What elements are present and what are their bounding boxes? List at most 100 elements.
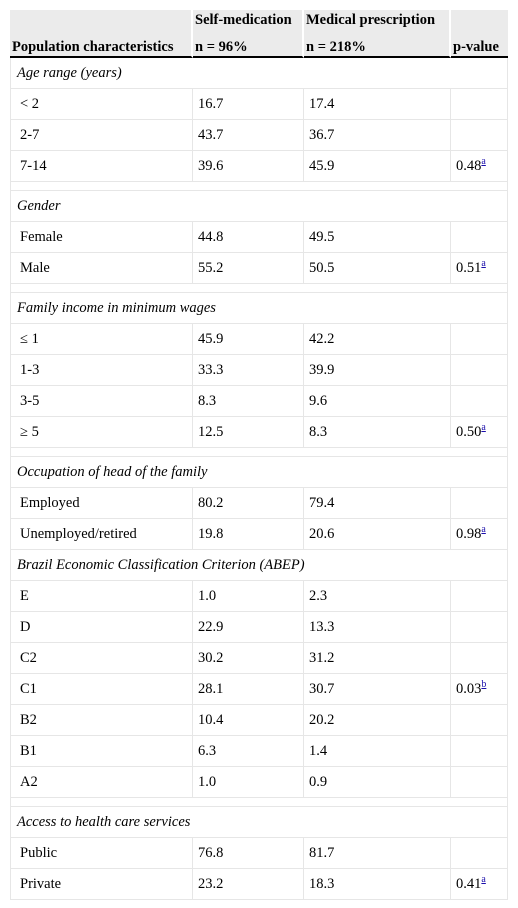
p-value-cell xyxy=(451,324,508,355)
table-row: C2 30.2 31.2 xyxy=(10,643,508,674)
header-empty-cell xyxy=(451,10,508,34)
p-value-cell xyxy=(451,120,508,151)
row-label: 3-5 xyxy=(10,386,193,417)
self-medication-value: 43.7 xyxy=(193,120,304,151)
section-spacer xyxy=(10,284,508,293)
p-value-cell xyxy=(451,488,508,519)
p-value-cell: 0.41a xyxy=(451,869,508,900)
table-row: 3-5 8.3 9.6 xyxy=(10,386,508,417)
self-medication-value: 10.4 xyxy=(193,705,304,736)
spacer-cell xyxy=(10,798,508,807)
row-label: 2-7 xyxy=(10,120,193,151)
header-row-2: Population characteristics n = 96% n = 2… xyxy=(10,34,508,58)
medical-prescription-value: 50.5 xyxy=(304,253,451,284)
table-container: Self-medication Medical prescription Pop… xyxy=(10,10,508,900)
section-title: Access to health care services xyxy=(10,807,508,838)
row-label: C1 xyxy=(10,674,193,705)
medical-prescription-value: 39.9 xyxy=(304,355,451,386)
self-medication-value: 22.9 xyxy=(193,612,304,643)
table-row: D 22.9 13.3 xyxy=(10,612,508,643)
p-value-cell xyxy=(451,612,508,643)
self-medication-value: 1.0 xyxy=(193,767,304,798)
medical-prescription-value: 2.3 xyxy=(304,581,451,612)
section-spacer xyxy=(10,798,508,807)
medical-prescription-value: 42.2 xyxy=(304,324,451,355)
medical-prescription-value: 36.7 xyxy=(304,120,451,151)
row-label: Female xyxy=(10,222,193,253)
header-empty-cell xyxy=(10,10,193,34)
row-label: Employed xyxy=(10,488,193,519)
table-row: A2 1.0 0.9 xyxy=(10,767,508,798)
self-medication-value: 80.2 xyxy=(193,488,304,519)
medical-prescription-value: 18.3 xyxy=(304,869,451,900)
table-body: Age range (years) < 2 16.7 17.4 2-7 43.7 36.7 7… xyxy=(10,58,508,900)
self-medication-value: 28.1 xyxy=(193,674,304,705)
p-value-cell xyxy=(451,838,508,869)
section-title-row: Access to health care services xyxy=(10,807,508,838)
medical-prescription-value: 45.9 xyxy=(304,151,451,182)
section-title: Gender xyxy=(10,191,508,222)
self-medication-value: 16.7 xyxy=(193,89,304,120)
footnote-link[interactable]: b xyxy=(481,678,487,690)
population-characteristics-table: Self-medication Medical prescription Pop… xyxy=(10,10,508,900)
row-label: Public xyxy=(10,838,193,869)
section-spacer xyxy=(10,448,508,457)
p-value-cell: 0.48a xyxy=(451,151,508,182)
section-title: Brazil Economic Classification Criterion… xyxy=(10,550,508,581)
p-value: 0.41 xyxy=(456,875,482,892)
medical-prescription-value: 20.6 xyxy=(304,519,451,550)
p-value: 0.51 xyxy=(456,259,482,276)
table-row: 7-14 39.6 45.9 0.48a xyxy=(10,151,508,182)
medical-prescription-value: 81.7 xyxy=(304,838,451,869)
section-spacer xyxy=(10,182,508,191)
p-value-cell xyxy=(451,89,508,120)
header-medical-n: n = 218% xyxy=(304,34,451,58)
footnote-link[interactable]: a xyxy=(481,873,486,885)
section-title: Family income in minimum wages xyxy=(10,293,508,324)
spacer-cell xyxy=(10,448,508,457)
row-label: D xyxy=(10,612,193,643)
p-value: 0.48 xyxy=(456,157,482,174)
p-value: 0.50 xyxy=(456,423,482,440)
p-value: 0.98 xyxy=(456,525,482,542)
medical-prescription-value: 9.6 xyxy=(304,386,451,417)
p-value-cell xyxy=(451,767,508,798)
section-title-row: Brazil Economic Classification Criterion… xyxy=(10,550,508,581)
p-value-cell xyxy=(451,736,508,767)
medical-prescription-value: 17.4 xyxy=(304,89,451,120)
medical-prescription-value: 30.7 xyxy=(304,674,451,705)
header-p-value: p-value xyxy=(451,34,508,58)
footnote-marker: a xyxy=(481,419,485,433)
medical-prescription-value: 1.4 xyxy=(304,736,451,767)
medical-prescription-value: 79.4 xyxy=(304,488,451,519)
self-medication-value: 33.3 xyxy=(193,355,304,386)
table-row: C1 28.1 30.7 0.03b xyxy=(10,674,508,705)
p-value-cell xyxy=(451,386,508,417)
p-value-cell xyxy=(451,643,508,674)
footnote-marker: a xyxy=(481,153,485,167)
footnote-marker: a xyxy=(481,255,485,269)
footnote-marker: b xyxy=(481,676,486,690)
footnote-link[interactable]: a xyxy=(481,523,486,535)
section-title: Occupation of head of the family xyxy=(10,457,508,488)
table-row: 2-7 43.7 36.7 xyxy=(10,120,508,151)
table-row: Employed 80.2 79.4 xyxy=(10,488,508,519)
row-label: Unemployed/retired xyxy=(10,519,193,550)
table-row: 1-3 33.3 39.9 xyxy=(10,355,508,386)
row-label: E xyxy=(10,581,193,612)
row-label: B2 xyxy=(10,705,193,736)
footnote-link[interactable]: a xyxy=(481,155,486,167)
self-medication-value: 19.8 xyxy=(193,519,304,550)
footnote-link[interactable]: a xyxy=(481,421,486,433)
p-value-cell: 0.50a xyxy=(451,417,508,448)
header-self-n: n = 96% xyxy=(193,34,304,58)
footnote-link[interactable]: a xyxy=(481,257,486,269)
self-medication-value: 76.8 xyxy=(193,838,304,869)
table-row: Male 55.2 50.5 0.51a xyxy=(10,253,508,284)
row-label: ≤ 1 xyxy=(10,324,193,355)
table-row: Female 44.8 49.5 xyxy=(10,222,508,253)
table-row: ≥ 5 12.5 8.3 0.50a xyxy=(10,417,508,448)
self-medication-value: 30.2 xyxy=(193,643,304,674)
header-self-medication: Self-medication xyxy=(193,10,304,34)
medical-prescription-value: 13.3 xyxy=(304,612,451,643)
